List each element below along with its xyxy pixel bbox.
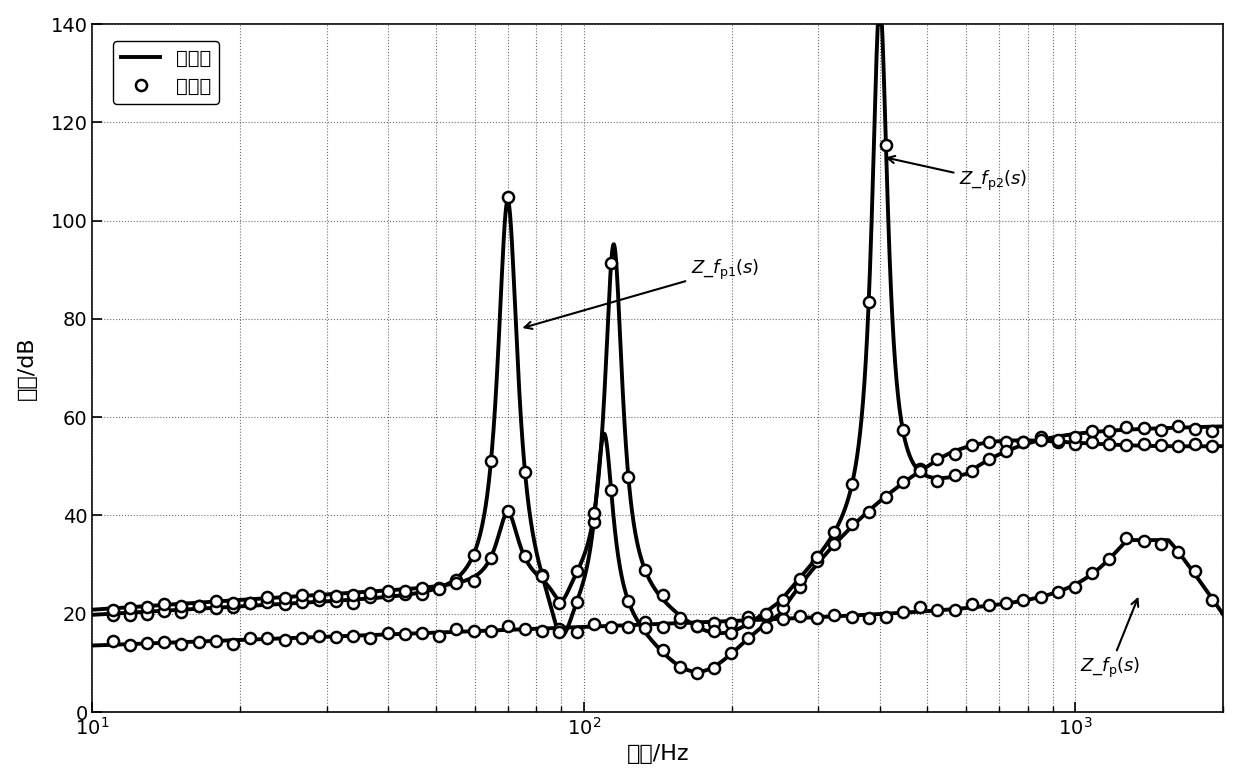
X-axis label: 频率/Hz: 频率/Hz bbox=[626, 744, 689, 765]
Legend: 理论値, 仿真値: 理论値, 仿真値 bbox=[113, 41, 218, 104]
Text: $Z\_f_{\rm p1}(s)$: $Z\_f_{\rm p1}(s)$ bbox=[525, 258, 759, 329]
Text: $Z\_f_{\rm p}(s)$: $Z\_f_{\rm p}(s)$ bbox=[1080, 599, 1140, 680]
Text: $Z\_f_{\rm p2}(s)$: $Z\_f_{\rm p2}(s)$ bbox=[888, 156, 1028, 194]
Y-axis label: 幅値/dB: 幅値/dB bbox=[16, 337, 37, 400]
